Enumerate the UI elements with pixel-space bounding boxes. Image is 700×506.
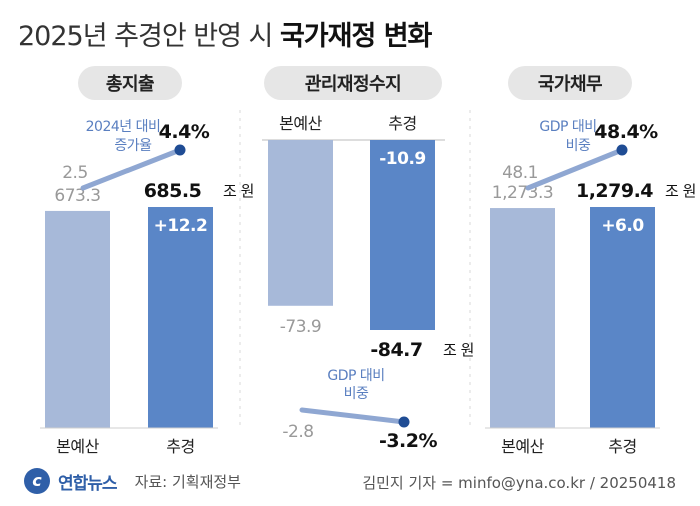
- panel-2-value-label-2: -84.7: [370, 339, 422, 361]
- page-title: 2025년 추경안 반영 시 국가재정 변화: [18, 14, 432, 53]
- panel-2-rate-dot: [398, 416, 410, 428]
- panel-3-rate-caption-2: 비중: [566, 138, 591, 154]
- panel-2-rate-caption-2: 비중: [344, 386, 369, 402]
- panel-1-delta-label: +12.2: [154, 216, 208, 236]
- panel-1-title-pill: [78, 66, 182, 100]
- panel-1-category-1: 본예산: [56, 437, 99, 456]
- panel-3-rate-dot: [616, 144, 628, 156]
- title-light: 2025년 추경안 반영 시: [18, 21, 273, 52]
- panel-3-category-1: 본예산: [501, 437, 544, 456]
- panel-3-bar-2: [590, 207, 655, 428]
- panel-3-rate-from: 48.1: [502, 163, 538, 183]
- panel-1-value-label-1: 673.3: [54, 186, 100, 206]
- panel-2-category-1: 본예산: [279, 114, 322, 133]
- panel-2-value-label-1: -73.9: [280, 317, 322, 337]
- panel-1-rate-from: 2.5: [62, 163, 88, 183]
- panel-3-rate-to: 48.4%: [594, 121, 658, 143]
- panel-1-rate-line: [80, 147, 183, 191]
- panel-2-rate-to: -3.2%: [379, 430, 438, 452]
- panel-1-rate-to: 4.4%: [159, 121, 210, 143]
- panel-3-bar-1: [490, 208, 555, 428]
- panel-3-unit: 조 원: [665, 182, 696, 200]
- panel-2-bar-2: [370, 140, 435, 330]
- panel-2-unit: 조 원: [443, 341, 474, 359]
- panel-3-title: 국가채무: [538, 74, 602, 95]
- source-note: 자료: 기획재정부: [134, 472, 241, 491]
- panel-1-bar-1: [45, 210, 110, 428]
- panel-1-rate-dot: [174, 144, 186, 156]
- panel-2-category-2: 추경: [388, 114, 416, 133]
- panel-2-rate-from: -2.8: [282, 422, 313, 442]
- panel-3-delta-label: +6.0: [601, 216, 644, 236]
- panel-3-value-label-2: 1,279.4: [576, 180, 653, 202]
- panel-2-rate-caption-1: GDP 대비: [327, 368, 384, 384]
- footer-brand: c 연합뉴스 자료: 기획재정부: [24, 468, 241, 494]
- title-bold: 국가재정 변화: [279, 21, 432, 52]
- panel-3-rate-line: [525, 147, 625, 191]
- panel-1-rate-caption-1: 2024년 대비: [86, 119, 161, 135]
- panel-2-rate-line: [299, 407, 407, 425]
- panel-3-rate-caption-1: GDP 대비: [539, 119, 596, 135]
- panel-2-title: 관리재정수지: [305, 74, 401, 95]
- panel-1-unit: 조 원: [223, 182, 254, 200]
- panel-1-rate-caption-2: 증가율: [114, 138, 152, 154]
- panel-2-delta-label: -10.9: [379, 149, 426, 169]
- panel-1-title: 총지출: [106, 74, 154, 95]
- panel-2-title-pill: [264, 66, 442, 100]
- panel-3-category-2: 추경: [608, 437, 636, 456]
- credit-note: 김민지 기자 = minfo@yna.co.kr / 20250418: [362, 474, 676, 492]
- panel-1-value-label-2: 685.5: [144, 180, 202, 202]
- logo-text: 연합뉴스: [58, 473, 118, 494]
- panel-2-bar-1: [268, 140, 333, 306]
- panel-3-value-label-1: 1,273.3: [492, 183, 553, 203]
- panel-1-category-2: 추경: [166, 437, 194, 456]
- panel-3-title-pill: [508, 66, 632, 100]
- yonhap-logo-icon: c: [24, 468, 50, 494]
- panel-1-bar-2: [148, 207, 213, 428]
